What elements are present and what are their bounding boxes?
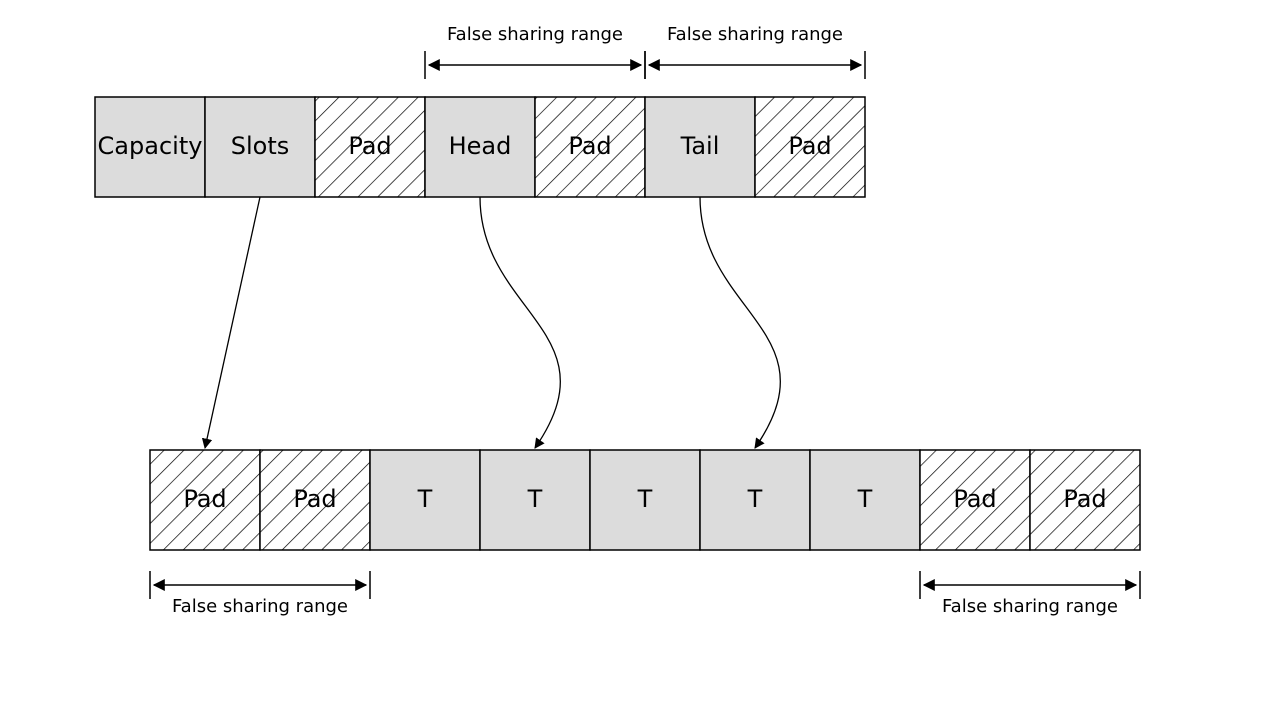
range-bottom-0-label: False sharing range bbox=[172, 596, 348, 617]
top_row-label-4: Pad bbox=[568, 132, 611, 160]
bottom_row-label-2: T bbox=[417, 485, 433, 513]
bottom_row-label-4: T bbox=[637, 485, 653, 513]
bottom_row-label-0: Pad bbox=[183, 485, 226, 513]
bottom_row-label-5: T bbox=[747, 485, 763, 513]
bottom_row-label-3: T bbox=[527, 485, 543, 513]
bottom_row-label-6: T bbox=[857, 485, 873, 513]
top_row-label-6: Pad bbox=[788, 132, 831, 160]
bottom_row-label-1: Pad bbox=[293, 485, 336, 513]
range-bottom-1-label: False sharing range bbox=[942, 596, 1118, 617]
bottom_row-label-7: Pad bbox=[953, 485, 996, 513]
top_row-label-2: Pad bbox=[348, 132, 391, 160]
top_row-label-3: Head bbox=[449, 132, 512, 160]
top_row-label-1: Slots bbox=[231, 132, 290, 160]
top_row-label-5: Tail bbox=[680, 132, 720, 160]
bottom_row-label-8: Pad bbox=[1063, 485, 1106, 513]
range-top-0-label: False sharing range bbox=[447, 24, 623, 45]
range-top-1-label: False sharing range bbox=[667, 24, 843, 45]
top_row-label-0: Capacity bbox=[98, 132, 203, 160]
